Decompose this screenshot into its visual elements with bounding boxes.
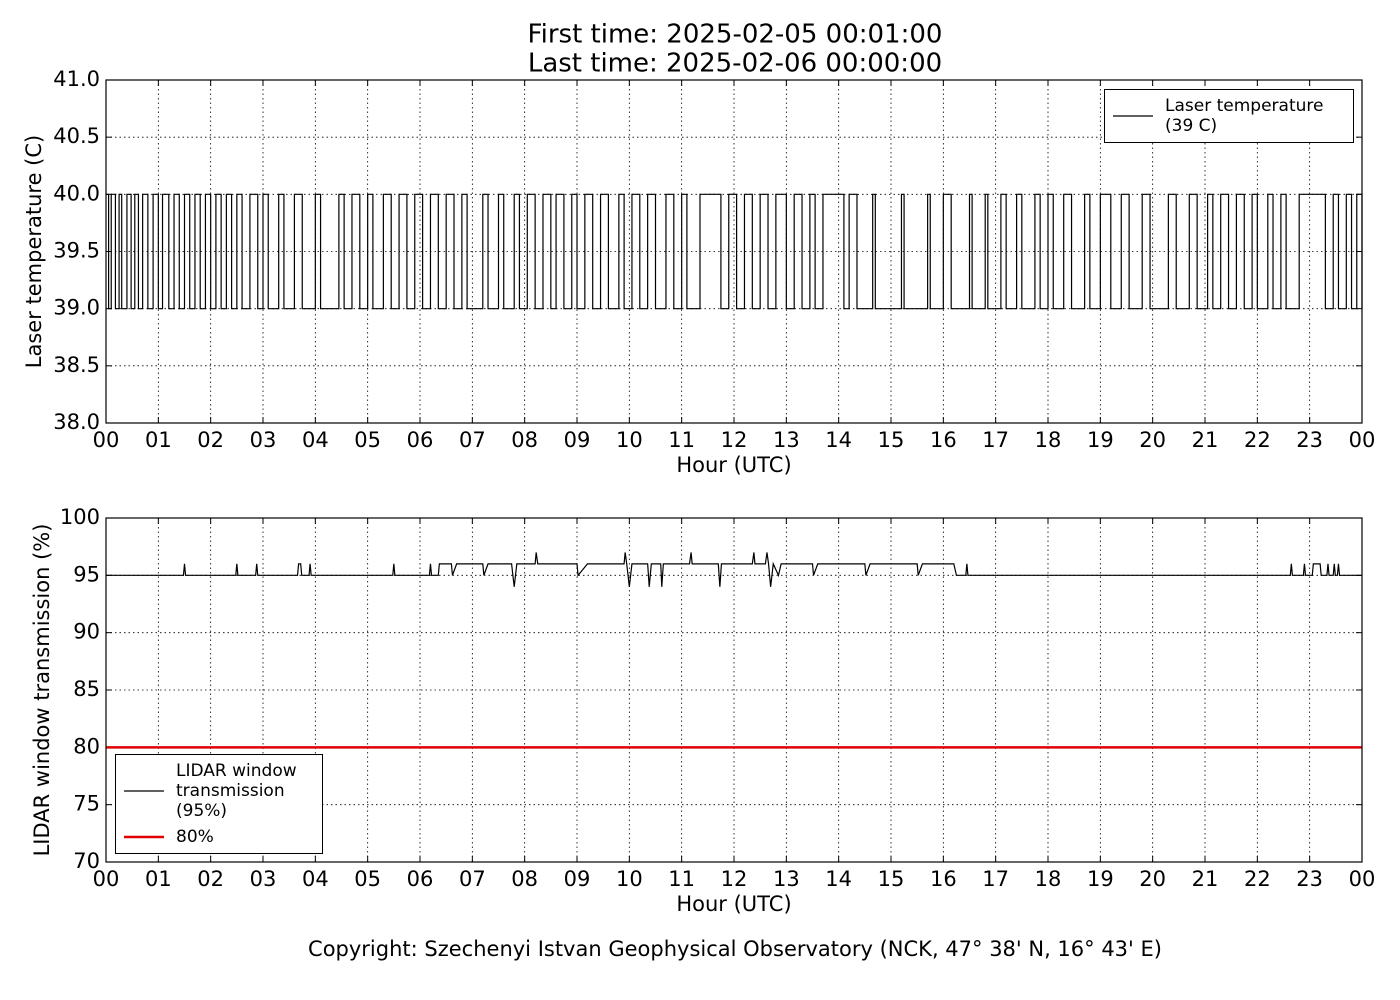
- x-tick-label: 19: [1087, 867, 1114, 891]
- x-tick-label: 14: [825, 867, 852, 891]
- legend-label: LIDAR window transmission (95%): [176, 761, 297, 821]
- x-tick-label: 12: [721, 428, 748, 452]
- x-tick-label: 05: [354, 428, 381, 452]
- x-tick-label: 02: [197, 867, 224, 891]
- x-tick-label: 09: [564, 428, 591, 452]
- y-tick-label: 75: [73, 792, 100, 816]
- x-tick-label: 02: [197, 428, 224, 452]
- footer: Copyright: Szechenyi Istvan Geophysical …: [308, 937, 1162, 961]
- y-axis-label: LIDAR window transmission (%): [30, 524, 54, 857]
- legend-label: Laser temperature (39 C): [1165, 96, 1324, 136]
- x-tick-label: 00: [93, 867, 120, 891]
- y-tick-label: 38.0: [53, 410, 100, 434]
- x-tick-label: 15: [878, 428, 905, 452]
- x-tick-label: 22: [1244, 867, 1271, 891]
- x-axis-label: Hour (UTC): [676, 892, 791, 916]
- x-tick-label: 11: [668, 867, 695, 891]
- x-tick-label: 10: [616, 867, 643, 891]
- legend: LIDAR window transmission (95%) 80%: [115, 754, 323, 854]
- x-tick-label: 14: [825, 428, 852, 452]
- x-tick-label: 23: [1296, 428, 1323, 452]
- legend-item: LIDAR window transmission (95%): [124, 761, 314, 821]
- y-tick-label: 41.0: [53, 67, 100, 91]
- series-line: [106, 193, 1363, 310]
- y-tick-label: 38.5: [53, 353, 100, 377]
- x-tick-label: 03: [250, 867, 277, 891]
- x-tick-label: 17: [982, 867, 1009, 891]
- legend-label: 80%: [176, 827, 214, 847]
- x-tick-label: 13: [773, 867, 800, 891]
- x-tick-label: 21: [1192, 428, 1219, 452]
- x-tick-label: 07: [459, 428, 486, 452]
- y-tick-label: 40.5: [53, 124, 100, 148]
- y-tick-label: 40.0: [53, 181, 100, 205]
- x-tick-label: 18: [1035, 428, 1062, 452]
- x-axis-label: Hour (UTC): [676, 453, 791, 477]
- y-tick-label: 95: [73, 562, 100, 586]
- x-tick-label: 22: [1244, 428, 1271, 452]
- x-tick-label: 20: [1139, 428, 1166, 452]
- x-tick-label: 07: [459, 867, 486, 891]
- x-tick-label: 18: [1035, 867, 1062, 891]
- legend: Laser temperature (39 C): [1104, 89, 1354, 143]
- x-tick-label: 15: [878, 867, 905, 891]
- x-tick-label: 17: [982, 428, 1009, 452]
- plot-frame: [105, 79, 1363, 424]
- x-tick-label: 21: [1192, 867, 1219, 891]
- x-tick-label: 20: [1139, 867, 1166, 891]
- x-tick-label: 09: [564, 867, 591, 891]
- x-tick-label: 06: [407, 428, 434, 452]
- y-tick-label: 70: [73, 849, 100, 873]
- x-tick-label: 08: [511, 428, 538, 452]
- y-tick-label: 90: [73, 620, 100, 644]
- y-tick-label: 80: [73, 734, 100, 758]
- y-tick-label: 100: [60, 505, 100, 529]
- x-tick-label: 00: [1349, 428, 1376, 452]
- chart-title: First time: 2025-02-05 00:01:00: [528, 20, 943, 50]
- legend-swatch: [1113, 115, 1153, 117]
- y-tick-label: 85: [73, 677, 100, 701]
- x-tick-label: 01: [145, 428, 172, 452]
- x-tick-label: 12: [721, 867, 748, 891]
- chart-subtitle: Last time: 2025-02-06 00:00:00: [528, 49, 942, 79]
- legend-swatch: [124, 835, 164, 839]
- x-tick-label: 05: [354, 867, 381, 891]
- y-tick-label: 39.0: [53, 296, 100, 320]
- x-tick-label: 04: [302, 428, 329, 452]
- x-tick-label: 19: [1087, 428, 1114, 452]
- legend-swatch: [124, 790, 164, 792]
- y-tick-label: 39.5: [53, 239, 100, 263]
- x-tick-label: 10: [616, 428, 643, 452]
- x-tick-label: 23: [1296, 867, 1323, 891]
- x-tick-label: 00: [1349, 867, 1376, 891]
- series-line: [106, 552, 1362, 587]
- x-tick-label: 03: [250, 428, 277, 452]
- x-tick-label: 04: [302, 867, 329, 891]
- x-tick-label: 08: [511, 867, 538, 891]
- x-tick-label: 00: [93, 428, 120, 452]
- x-tick-label: 01: [145, 867, 172, 891]
- legend-item: Laser temperature (39 C): [1113, 96, 1345, 136]
- plot-frame: [105, 517, 1363, 863]
- y-axis-label: Laser temperature (C): [22, 135, 46, 368]
- x-tick-label: 06: [407, 867, 434, 891]
- legend-item: 80%: [124, 827, 314, 847]
- x-tick-label: 13: [773, 428, 800, 452]
- x-tick-label: 16: [930, 428, 957, 452]
- x-tick-label: 16: [930, 867, 957, 891]
- x-tick-label: 11: [668, 428, 695, 452]
